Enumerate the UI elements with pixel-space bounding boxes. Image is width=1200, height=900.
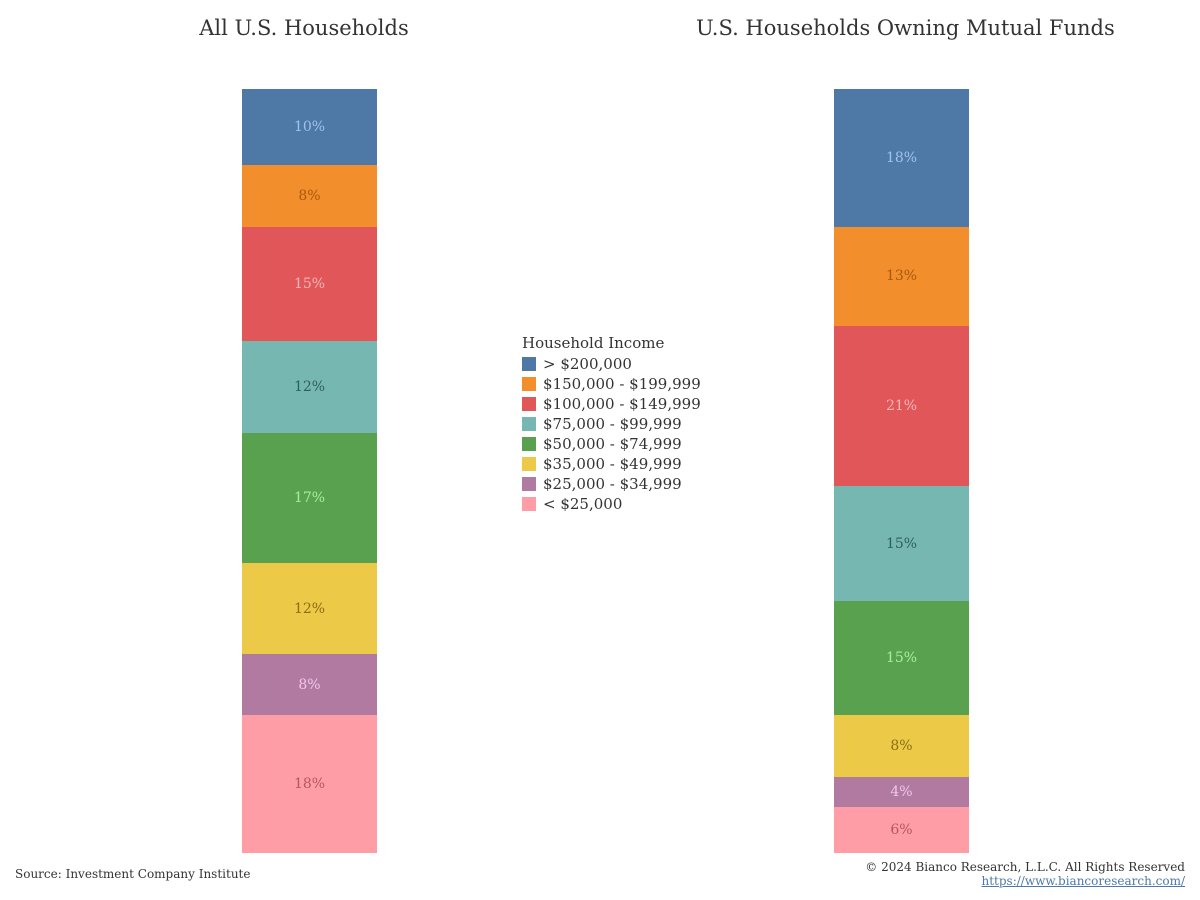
bar-segment: 10% [242, 89, 377, 166]
website-link[interactable]: https://www.biancoresearch.com/ [981, 874, 1185, 888]
copyright-text: © 2024 Bianco Research, L.L.C. All Right… [865, 860, 1185, 874]
legend-swatch [522, 357, 536, 371]
bar-segment: 18% [834, 89, 969, 227]
data-label: 6% [890, 822, 913, 839]
legend-swatch [522, 417, 536, 431]
bar-segment: 15% [242, 226, 377, 342]
legend-label: $150,000 - $199,999 [543, 375, 701, 393]
bar-segment: 13% [834, 226, 969, 326]
data-label: 12% [293, 600, 326, 617]
legend-swatch [522, 377, 536, 391]
data-label: 18% [885, 149, 918, 166]
bar-segment: 18% [242, 715, 377, 853]
copyright-block: © 2024 Bianco Research, L.L.C. All Right… [865, 860, 1185, 888]
right-stacked-bar: 18% 13% 21% 15% 15% 8% 4% 6% [834, 89, 969, 853]
left-stacked-bar: 10% 8% 15% 12% 17% 12% 8% 18% [242, 89, 377, 853]
bar-segment: 6% [834, 807, 969, 853]
legend-item: $100,000 - $149,999 [522, 394, 701, 414]
legend-swatch [522, 437, 536, 451]
bar-segment: 15% [834, 486, 969, 601]
data-label: 13% [885, 268, 918, 285]
data-label: 15% [885, 535, 918, 552]
legend-item: $50,000 - $74,999 [522, 434, 701, 454]
legend-swatch [522, 477, 536, 491]
data-label: 8% [298, 676, 321, 693]
right-chart-title: U.S. Households Owning Mutual Funds [696, 16, 1115, 40]
data-label: 8% [298, 187, 321, 204]
data-label: 18% [293, 776, 326, 793]
left-chart-title: All U.S. Households [199, 16, 409, 40]
legend: Household Income > $200,000 $150,000 - $1… [522, 334, 701, 514]
bar-segment: 8% [834, 715, 969, 777]
legend-item: > $200,000 [522, 354, 701, 374]
source-note: Source: Investment Company Institute [15, 867, 251, 881]
legend-label: < $25,000 [543, 495, 623, 513]
data-label: 12% [293, 378, 326, 395]
legend-item: $75,000 - $99,999 [522, 414, 701, 434]
bar-segment: 4% [834, 776, 969, 808]
legend-swatch [522, 497, 536, 511]
data-label: 17% [293, 489, 326, 506]
bar-segment: 21% [834, 325, 969, 487]
legend-item: $25,000 - $34,999 [522, 474, 701, 494]
legend-item: $35,000 - $49,999 [522, 454, 701, 474]
legend-title: Household Income [522, 334, 665, 352]
legend-items: > $200,000 $150,000 - $199,999 $100,000 - … [522, 354, 701, 514]
bar-segment: 17% [242, 432, 377, 563]
bar-segment: 8% [242, 165, 377, 227]
bar-segment: 12% [242, 562, 377, 655]
legend-label: > $200,000 [543, 355, 632, 373]
legend-swatch [522, 397, 536, 411]
legend-item: $150,000 - $199,999 [522, 374, 701, 394]
data-label: 15% [293, 275, 326, 292]
legend-label: $100,000 - $149,999 [543, 395, 701, 413]
data-label: 8% [890, 738, 913, 755]
legend-label: $75,000 - $99,999 [543, 415, 682, 433]
bar-segment: 12% [242, 341, 377, 433]
data-label: 15% [885, 650, 918, 667]
legend-item: < $25,000 [522, 494, 701, 514]
legend-label: $35,000 - $49,999 [543, 455, 682, 473]
bar-segment: 15% [834, 600, 969, 716]
data-label: 4% [890, 783, 913, 800]
legend-label: $50,000 - $74,999 [543, 435, 682, 453]
bar-segment: 8% [242, 654, 377, 716]
legend-label: $25,000 - $34,999 [543, 475, 682, 493]
data-label: 10% [293, 119, 326, 136]
legend-swatch [522, 457, 536, 471]
data-label: 21% [885, 398, 918, 415]
